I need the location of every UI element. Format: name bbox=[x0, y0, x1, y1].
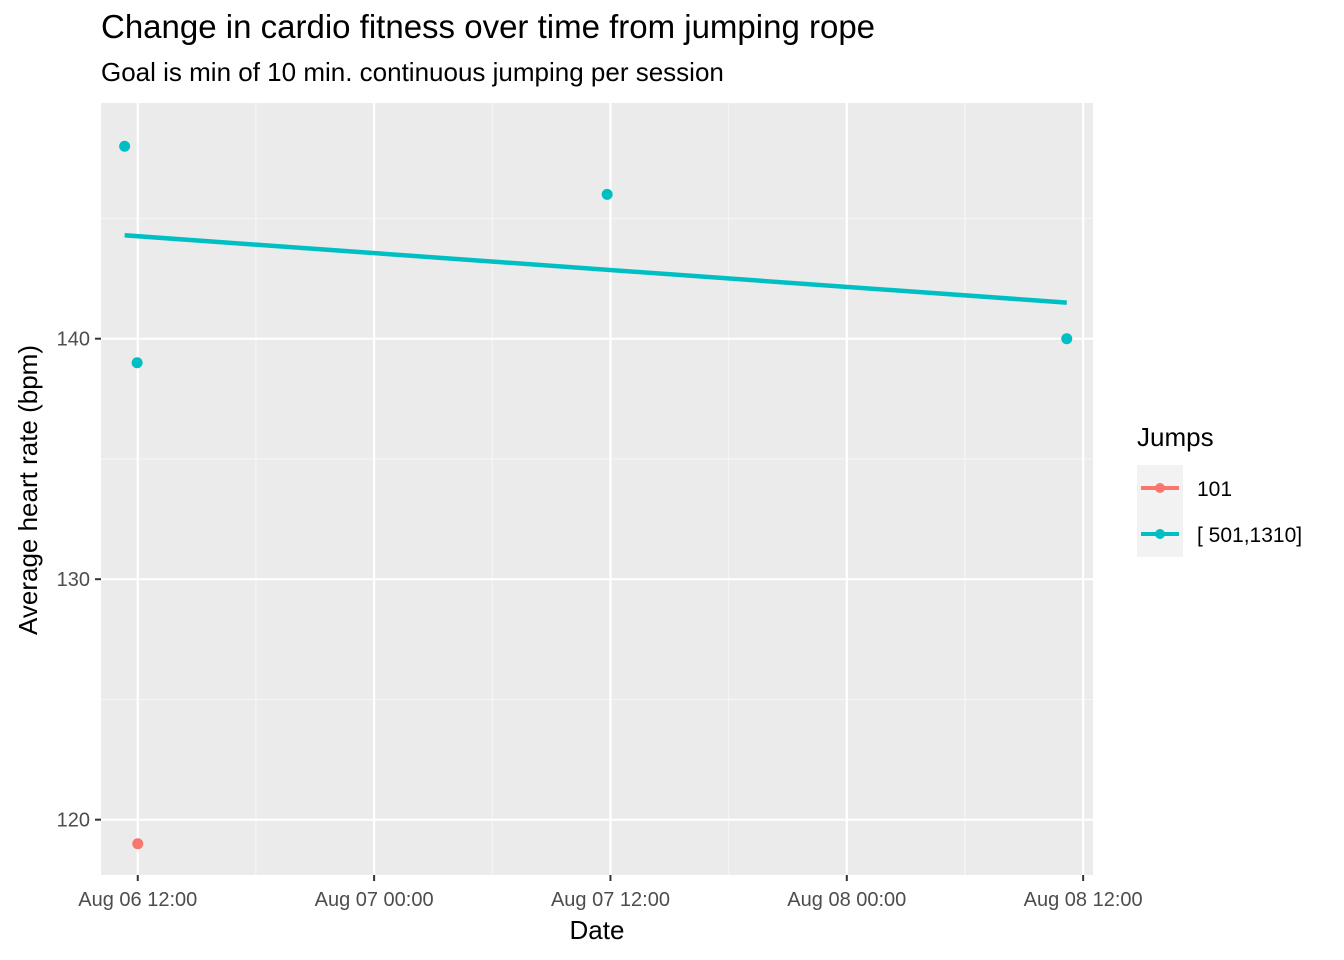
y-tick-label: 140 bbox=[57, 329, 90, 351]
x-tick-label: Aug 07 12:00 bbox=[551, 889, 670, 911]
trend-line bbox=[124, 233, 1067, 305]
x-tick-label: Aug 06 12:00 bbox=[78, 889, 197, 911]
plot-panel bbox=[101, 103, 1093, 875]
data-point bbox=[131, 357, 143, 369]
major-gridlines bbox=[101, 103, 1093, 875]
x-axis-title: Date bbox=[570, 915, 625, 945]
y-axis: 120 130 140 bbox=[57, 329, 101, 832]
minor-gridlines bbox=[101, 103, 1093, 875]
x-tick-label: Aug 07 00:00 bbox=[315, 889, 434, 911]
x-tick-label: Aug 08 00:00 bbox=[787, 889, 906, 911]
legend-label: [ 501,1310] bbox=[1197, 524, 1302, 547]
legend-key-point bbox=[1155, 483, 1165, 493]
y-axis-title: Average heart rate (bpm) bbox=[13, 345, 43, 635]
y-tick-label: 120 bbox=[57, 810, 90, 832]
legend-label: 101 bbox=[1197, 478, 1232, 501]
data-points bbox=[119, 140, 1073, 850]
data-point bbox=[1061, 333, 1073, 345]
data-point bbox=[119, 140, 131, 152]
legend-key-point bbox=[1155, 529, 1165, 539]
trend-lines bbox=[124, 233, 1067, 305]
chart-title: Change in cardio fitness over time from … bbox=[101, 8, 876, 45]
legend-key-background bbox=[1137, 465, 1183, 557]
x-axis: Aug 06 12:00 Aug 07 00:00 Aug 07 12:00 Aug … bbox=[78, 875, 1143, 911]
data-point bbox=[132, 838, 144, 850]
legend: Jumps 101 [ 501,1310] bbox=[1137, 422, 1302, 557]
y-tick-label: 130 bbox=[57, 569, 90, 591]
chart-subtitle: Goal is min of 10 min. continuous jumpin… bbox=[101, 57, 724, 87]
data-point bbox=[601, 188, 613, 200]
legend-title: Jumps bbox=[1137, 422, 1214, 452]
x-tick-label: Aug 08 12:00 bbox=[1024, 889, 1143, 911]
